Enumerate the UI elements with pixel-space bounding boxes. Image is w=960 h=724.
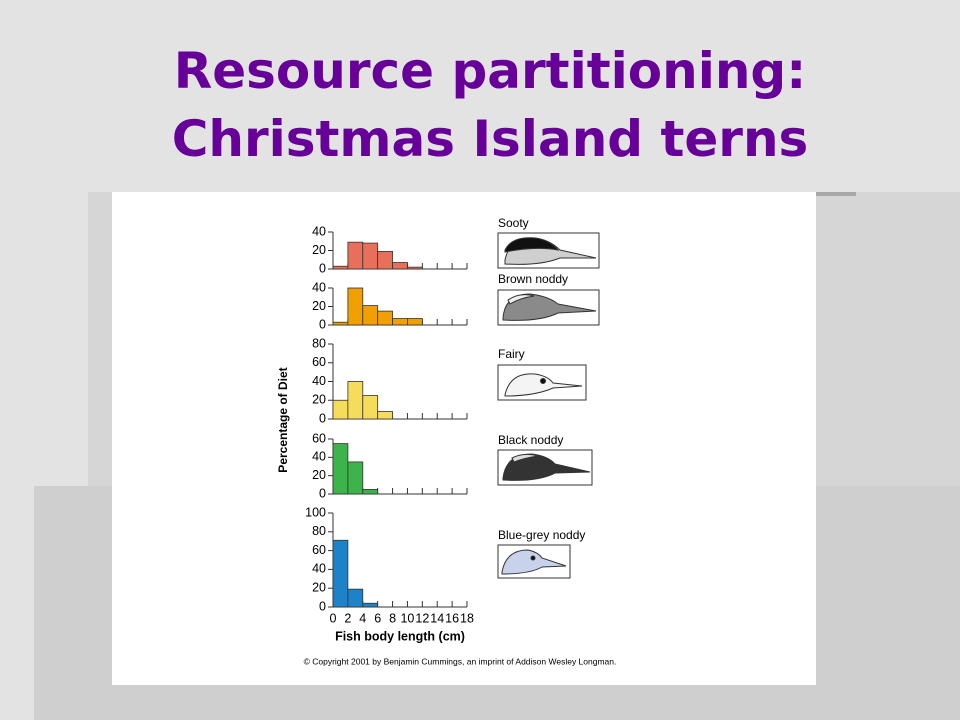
- x-tick-label: 16: [445, 611, 459, 625]
- y-tick-label: 40: [312, 562, 326, 576]
- y-tick-label: 20: [312, 393, 326, 407]
- x-tick-label: 12: [415, 611, 429, 625]
- bar: [377, 251, 393, 270]
- bar: [347, 461, 364, 495]
- bird-head: [504, 373, 583, 397]
- y-tick-label: 60: [312, 543, 326, 557]
- bird-head: [501, 549, 567, 575]
- bar: [347, 287, 364, 326]
- y-tick-label: 40: [312, 224, 326, 238]
- x-tick-label: 4: [359, 611, 366, 625]
- bird-name: Sooty: [498, 216, 529, 230]
- bar: [392, 262, 408, 270]
- bar: [332, 265, 349, 270]
- x-tick-label: 8: [389, 611, 396, 625]
- bar: [362, 242, 379, 270]
- bar: [362, 489, 379, 495]
- y-tick-label: 0: [319, 317, 326, 331]
- bar: [392, 318, 408, 326]
- y-tick-label: 40: [312, 280, 326, 294]
- y-tick-label: 0: [319, 261, 326, 275]
- bird-cap: [511, 453, 539, 463]
- slide-title: Christmas Island terns: [172, 110, 809, 168]
- bar: [332, 321, 349, 326]
- x-tick-label: 2: [344, 611, 351, 625]
- y-tick-label: 20: [312, 299, 326, 313]
- bar: [332, 443, 349, 495]
- y-tick-label: 80: [312, 524, 326, 538]
- bar: [407, 266, 423, 270]
- bird-name: Brown noddy: [498, 272, 568, 286]
- bird-name: Fairy: [498, 347, 525, 361]
- y-tick-label: 40: [312, 374, 326, 388]
- bar: [362, 602, 379, 608]
- bird-cap: [507, 294, 535, 305]
- y-tick-label: 40: [312, 450, 326, 464]
- stripe: [816, 192, 856, 196]
- y-tick-label: 20: [312, 580, 326, 594]
- bar: [407, 318, 423, 326]
- bird-name: Blue-grey noddy: [498, 528, 585, 542]
- bar: [332, 399, 349, 420]
- y-tick-label: 0: [319, 411, 326, 425]
- bird-eye: [540, 378, 546, 384]
- x-tick-label: 0: [330, 611, 337, 625]
- y-tick-label: 0: [319, 599, 326, 613]
- bar: [362, 305, 379, 326]
- x-tick-label: 6: [374, 611, 381, 625]
- bar: [362, 395, 379, 420]
- bird-eye: [530, 555, 536, 561]
- y-tick-label: 60: [312, 355, 326, 369]
- y-tick-label: 100: [305, 505, 326, 519]
- y-tick-label: 80: [312, 336, 326, 350]
- y-axis-label: Percentage of Diet: [276, 367, 290, 472]
- x-tick-label: 18: [460, 611, 474, 625]
- bar: [377, 411, 393, 420]
- y-tick-label: 60: [312, 431, 326, 445]
- bar: [347, 381, 364, 420]
- x-tick-label: 14: [430, 611, 444, 625]
- bar: [332, 539, 349, 608]
- credit: © Copyright 2001 by Benjamin Cummings, a…: [304, 656, 617, 666]
- y-tick-label: 20: [312, 468, 326, 482]
- y-tick-label: 0: [319, 486, 326, 500]
- bird-cap: [504, 237, 560, 253]
- bird-name: Black noddy: [498, 433, 563, 447]
- x-axis-label: Fish body length (cm): [335, 629, 465, 643]
- y-tick-label: 20: [312, 243, 326, 257]
- bar: [377, 310, 393, 326]
- slide-title: Resource partitioning:: [174, 42, 806, 100]
- bird-images: [497, 232, 600, 579]
- x-tick-label: 10: [400, 611, 414, 625]
- bar: [347, 241, 364, 270]
- bar: [347, 588, 364, 608]
- figure-area: [112, 192, 816, 685]
